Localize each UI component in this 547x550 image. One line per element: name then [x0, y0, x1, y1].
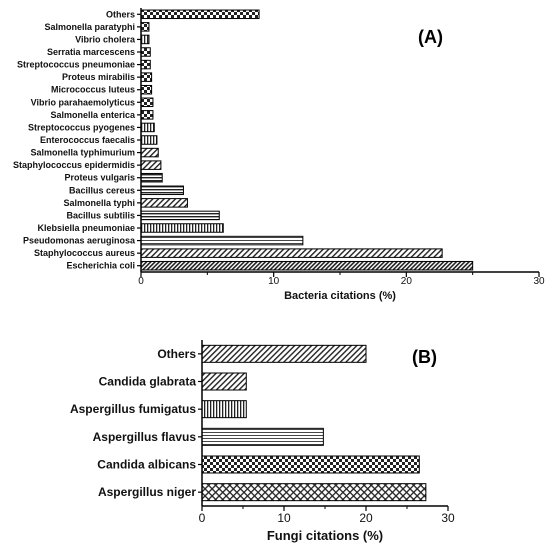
bacteria-category-label: Streptococcus pneumoniae: [17, 60, 135, 70]
bacteria-category-label: Salmonella paratyphi: [44, 22, 135, 32]
bacteria-x-tick-label: 0: [138, 276, 144, 287]
bacteria-category-label: Vibrio cholera: [75, 34, 136, 44]
bacteria-category-label: Salmonella typhi: [63, 198, 135, 208]
bacteria-bar: [140, 198, 188, 208]
fungi-category-label: Candida glabrata: [99, 375, 197, 389]
bacteria-category-label: Bacillus subtilis: [66, 210, 135, 220]
bacteria-category-label: Bacillus cereus: [69, 185, 135, 195]
bacteria-bar: [140, 235, 304, 246]
fungi-category-label: Aspergillus fumigatus: [70, 402, 196, 416]
fungi-category-labels: Others Candida glabrata Aspergillus fumiga…: [70, 347, 196, 499]
fungi-x-tick-label: 10: [277, 511, 291, 525]
fungi-x-tick-label: 20: [359, 511, 373, 525]
fungi-axes: [198, 340, 449, 511]
fungi-category-label: Aspergillus niger: [98, 485, 196, 499]
bacteria-x-tick-label: 30: [533, 276, 545, 287]
bacteria-bar: [140, 84, 153, 95]
fungi-bar: [201, 372, 247, 391]
fungi-bar: [201, 344, 367, 363]
bacteria-category-label: Staphylococcus aureus: [34, 248, 135, 258]
bacteria-bar: [140, 97, 154, 108]
bacteria-category-labels: Others Salmonella paratyphi Vibrio cholera…: [13, 9, 136, 270]
fungi-bars: [201, 344, 427, 502]
bacteria-category-label: Streptococcus pyogenes: [28, 122, 135, 132]
bacteria-category-label: Salmonella typhimurium: [30, 148, 135, 158]
bacteria-category-label: Klebsiella pneumoniae: [37, 223, 135, 233]
bacteria-bar: [140, 172, 163, 183]
fungi-category-label: Others: [157, 347, 196, 361]
bacteria-bar: [140, 34, 150, 45]
fungi-x-tick-label: 30: [441, 511, 455, 525]
bacteria-bar: [140, 135, 158, 145]
bacteria-bar: [140, 147, 159, 158]
bacteria-bar: [140, 122, 155, 133]
bacteria-bars: [140, 9, 474, 271]
bacteria-bar: [140, 47, 151, 57]
bacteria-tick-labels: 0 10 20 30: [138, 276, 545, 287]
fungi-bar: [201, 400, 247, 419]
bacteria-category-label: Others: [106, 9, 135, 19]
bacteria-bar: [140, 185, 184, 196]
bacteria-axes: [137, 8, 540, 277]
bacteria-bar: [140, 248, 443, 258]
panel-label-b: (B): [412, 347, 437, 367]
panel-label-a: (A): [418, 27, 443, 47]
bacteria-category-label: Micrococcus luteus: [51, 85, 135, 95]
fungi-bar: [201, 455, 420, 474]
bacteria-category-label: Serratia marcescens: [47, 47, 135, 57]
bacteria-bar: [140, 59, 151, 70]
fungi-bar: [201, 483, 427, 502]
fungi-chart: Others Candida glabrata Aspergillus fumiga…: [70, 340, 455, 543]
bacteria-category-label: Salmonella enterica: [50, 110, 136, 120]
bacteria-chart: Others Salmonella paratyphi Vibrio cholera…: [13, 8, 545, 302]
bacteria-bar: [140, 223, 224, 233]
bacteria-bar: [140, 210, 220, 221]
bacteria-bar: [140, 260, 474, 271]
bacteria-bar: [140, 160, 162, 170]
fungi-category-label: Aspergillus flavus: [93, 430, 197, 444]
bacteria-bar: [140, 110, 154, 120]
bacteria-bar: [140, 72, 153, 82]
bacteria-category-label: Proteus vulgaris: [64, 173, 135, 183]
fungi-bar: [201, 427, 324, 446]
bacteria-x-axis-label: Bacteria citations (%): [284, 290, 396, 302]
fungi-x-axis-label: Fungi citations (%): [267, 528, 383, 543]
bacteria-category-label: Vibrio parahaemolyticus: [31, 97, 135, 107]
bacteria-x-tick-label: 20: [401, 276, 413, 287]
fungi-category-label: Candida albicans: [97, 458, 196, 472]
bacteria-category-label: Escherichia coli: [66, 261, 135, 271]
fungi-tick-labels: 0 10 20 30: [199, 511, 455, 525]
bacteria-category-label: Enterococcus faecalis: [40, 135, 135, 145]
bacteria-x-tick-label: 10: [268, 276, 280, 287]
bacteria-bar: [140, 22, 150, 32]
bacteria-category-label: Staphylococcus epidermidis: [13, 160, 135, 170]
bacteria-bar: [140, 9, 260, 20]
bacteria-category-label: Pseudomonas aeruginosa: [23, 236, 136, 246]
bacteria-category-label: Proteus mirabilis: [62, 72, 135, 82]
fungi-x-tick-label: 0: [199, 511, 206, 525]
